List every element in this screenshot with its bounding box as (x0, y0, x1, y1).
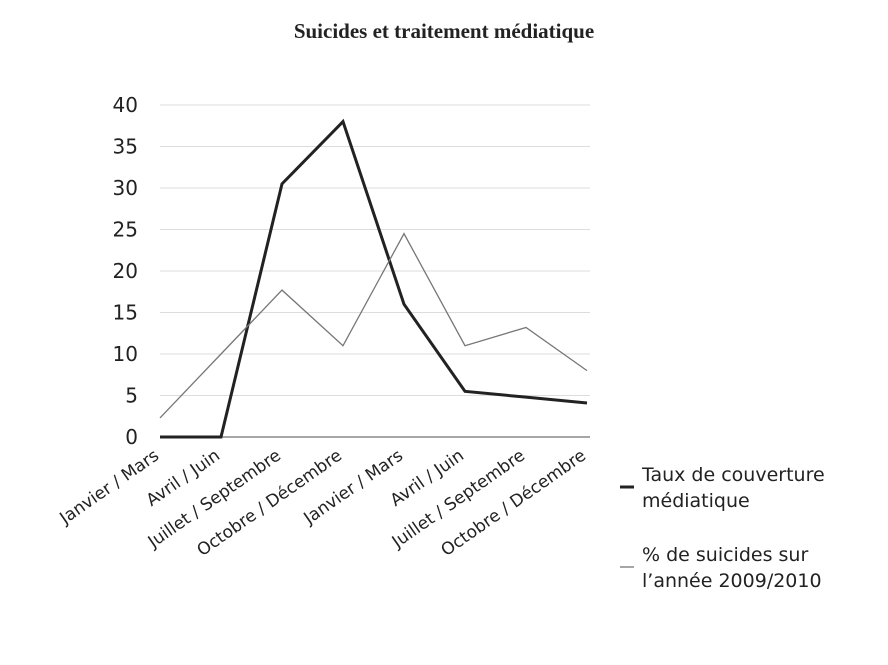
y-tick-label: 40 (113, 93, 138, 117)
y-tick-label: 20 (113, 259, 138, 283)
line-series (159, 232, 588, 419)
line-series (160, 118, 588, 439)
y-tick-label: 10 (113, 342, 138, 366)
y-tick-label: 25 (113, 218, 138, 242)
legend-item: Taux de couverture médiatique (642, 462, 882, 514)
legend-label: Taux de couverture médiatique (642, 464, 825, 512)
y-tick-label: 5 (125, 384, 138, 408)
x-tick-label: Janvier / Mars (56, 446, 163, 530)
legend-item: % de suicides sur l’année 2009/2010 (642, 542, 882, 594)
y-tick-label: 15 (113, 301, 138, 325)
y-tick-label: 35 (113, 135, 138, 159)
chart-title: Suicides et traitement médiatique (294, 19, 594, 43)
y-tick-label: 0 (125, 425, 138, 449)
legend-label: % de suicides sur l’année 2009/2010 (642, 544, 822, 592)
y-tick-label: 30 (113, 176, 138, 200)
